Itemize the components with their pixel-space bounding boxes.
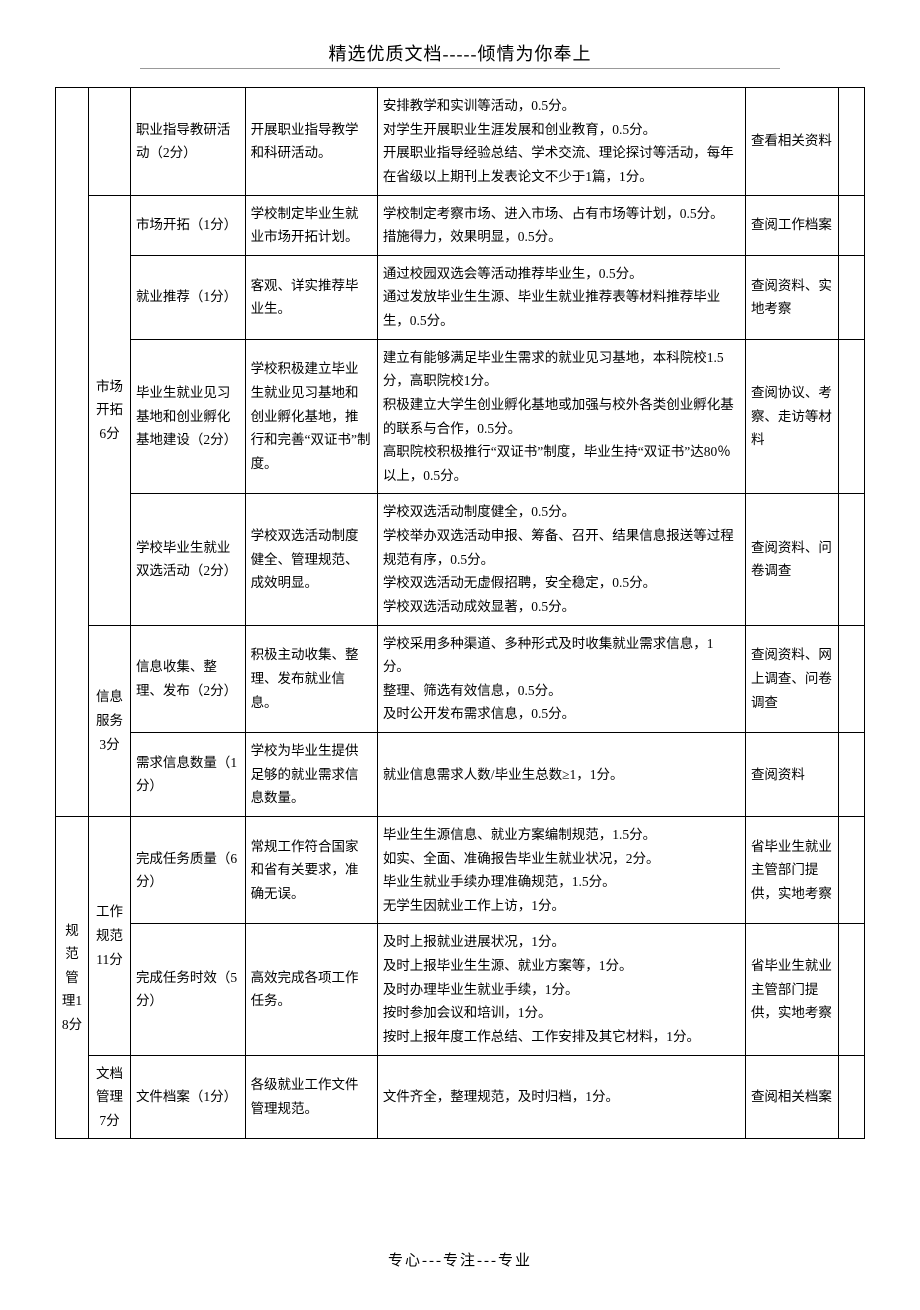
criteria-cell: 积极主动收集、整理、发布就业信息。 (245, 625, 377, 733)
score-cell (838, 88, 864, 196)
score-cell (838, 625, 864, 733)
scoring-cell: 就业信息需求人数/毕业生总数≥1，1分。 (377, 733, 745, 817)
item-cell: 完成任务质量（6分） (130, 816, 245, 924)
table-row: 完成任务时效（5分）高效完成各项工作任务。及时上报就业进展状况，1分。及时上报毕… (56, 924, 865, 1055)
table-row: 文档管理7分文件档案（1分）各级就业工作文件管理规范。文件齐全，整理规范，及时归… (56, 1055, 865, 1139)
method-cell: 查阅资料、网上调查、问卷调查 (745, 625, 838, 733)
table-row: 市场开拓6分市场开拓（1分）学校制定毕业生就业市场开拓计划。学校制定考察市场、进… (56, 195, 865, 255)
subcat-cell: 市场开拓6分 (89, 195, 131, 625)
item-cell: 文件档案（1分） (130, 1055, 245, 1139)
table-row: 规范管理18分工作规范11分完成任务质量（6分）常规工作符合国家和省有关要求，准… (56, 816, 865, 924)
item-cell: 就业推荐（1分） (130, 255, 245, 339)
item-cell: 完成任务时效（5分） (130, 924, 245, 1055)
item-cell: 需求信息数量（1分） (130, 733, 245, 817)
score-cell (838, 195, 864, 255)
scoring-cell: 文件齐全，整理规范，及时归档，1分。 (377, 1055, 745, 1139)
score-cell (838, 339, 864, 494)
criteria-cell: 客观、详实推荐毕业生。 (245, 255, 377, 339)
scoring-cell: 学校双选活动制度健全，0.5分。学校举办双选活动申报、筹备、召开、结果信息报送等… (377, 494, 745, 625)
item-cell: 学校毕业生就业双选活动（2分） (130, 494, 245, 625)
scoring-cell: 及时上报就业进展状况，1分。及时上报毕业生生源、就业方案等，1分。及时办理毕业生… (377, 924, 745, 1055)
scoring-cell: 学校制定考察市场、进入市场、占有市场等计划，0.5分。措施得力，效果明显，0.5… (377, 195, 745, 255)
scoring-cell: 学校采用多种渠道、多种形式及时收集就业需求信息，1分。整理、筛选有效信息，0.5… (377, 625, 745, 733)
score-cell (838, 255, 864, 339)
criteria-cell: 学校双选活动制度健全、管理规范、成效明显。 (245, 494, 377, 625)
item-cell: 毕业生就业见习基地和创业孵化基地建设（2分） (130, 339, 245, 494)
table-row: 信息服务3分信息收集、整理、发布（2分）积极主动收集、整理、发布就业信息。学校采… (56, 625, 865, 733)
cat-cell: 规范管理18分 (56, 816, 89, 1139)
method-cell: 查阅资料、问卷调查 (745, 494, 838, 625)
method-cell: 查阅相关档案 (745, 1055, 838, 1139)
subcat-cell: 工作规范11分 (89, 816, 131, 1055)
method-cell: 查阅资料 (745, 733, 838, 817)
criteria-cell: 学校制定毕业生就业市场开拓计划。 (245, 195, 377, 255)
score-cell (838, 1055, 864, 1139)
item-cell: 市场开拓（1分） (130, 195, 245, 255)
method-cell: 查阅资料、实地考察 (745, 255, 838, 339)
table-row: 职业指导教研活动（2分）开展职业指导教学和科研活动。安排教学和实训等活动，0.5… (56, 88, 865, 196)
table-row: 学校毕业生就业双选活动（2分）学校双选活动制度健全、管理规范、成效明显。学校双选… (56, 494, 865, 625)
method-cell: 省毕业生就业主管部门提供，实地考察 (745, 816, 838, 924)
table-row: 就业推荐（1分）客观、详实推荐毕业生。通过校园双选会等活动推荐毕业生，0.5分。… (56, 255, 865, 339)
subcat-cell: 文档管理7分 (89, 1055, 131, 1139)
cat-cell (56, 88, 89, 817)
scoring-cell: 毕业生生源信息、就业方案编制规范，1.5分。如实、全面、准确报告毕业生就业状况，… (377, 816, 745, 924)
criteria-cell: 学校为毕业生提供足够的就业需求信息数量。 (245, 733, 377, 817)
method-cell: 省毕业生就业主管部门提供，实地考察 (745, 924, 838, 1055)
page-footer: 专心---专注---专业 (55, 1249, 865, 1270)
item-cell: 信息收集、整理、发布（2分） (130, 625, 245, 733)
score-cell (838, 816, 864, 924)
method-cell: 查阅协议、考察、走访等材料 (745, 339, 838, 494)
method-cell: 查阅工作档案 (745, 195, 838, 255)
criteria-cell: 常规工作符合国家和省有关要求，准确无误。 (245, 816, 377, 924)
criteria-cell: 高效完成各项工作任务。 (245, 924, 377, 1055)
score-cell (838, 733, 864, 817)
header-underline (140, 68, 780, 69)
subcat-cell (89, 88, 131, 196)
scoring-cell: 建立有能够满足毕业生需求的就业见习基地，本科院校1.5分，高职院校1分。积极建立… (377, 339, 745, 494)
criteria-cell: 各级就业工作文件管理规范。 (245, 1055, 377, 1139)
table-row: 需求信息数量（1分）学校为毕业生提供足够的就业需求信息数量。就业信息需求人数/毕… (56, 733, 865, 817)
scoring-cell: 安排教学和实训等活动，0.5分。对学生开展职业生涯发展和创业教育，0.5分。开展… (377, 88, 745, 196)
rubric-table: 职业指导教研活动（2分）开展职业指导教学和科研活动。安排教学和实训等活动，0.5… (55, 87, 865, 1139)
item-cell: 职业指导教研活动（2分） (130, 88, 245, 196)
score-cell (838, 924, 864, 1055)
subcat-cell: 信息服务3分 (89, 625, 131, 816)
scoring-cell: 通过校园双选会等活动推荐毕业生，0.5分。通过发放毕业生生源、毕业生就业推荐表等… (377, 255, 745, 339)
score-cell (838, 494, 864, 625)
criteria-cell: 学校积极建立毕业生就业见习基地和创业孵化基地，推行和完善“双证书”制度。 (245, 339, 377, 494)
page-header: 精选优质文档-----倾情为你奉上 (55, 40, 865, 66)
table-row: 毕业生就业见习基地和创业孵化基地建设（2分）学校积极建立毕业生就业见习基地和创业… (56, 339, 865, 494)
method-cell: 查看相关资料 (745, 88, 838, 196)
criteria-cell: 开展职业指导教学和科研活动。 (245, 88, 377, 196)
